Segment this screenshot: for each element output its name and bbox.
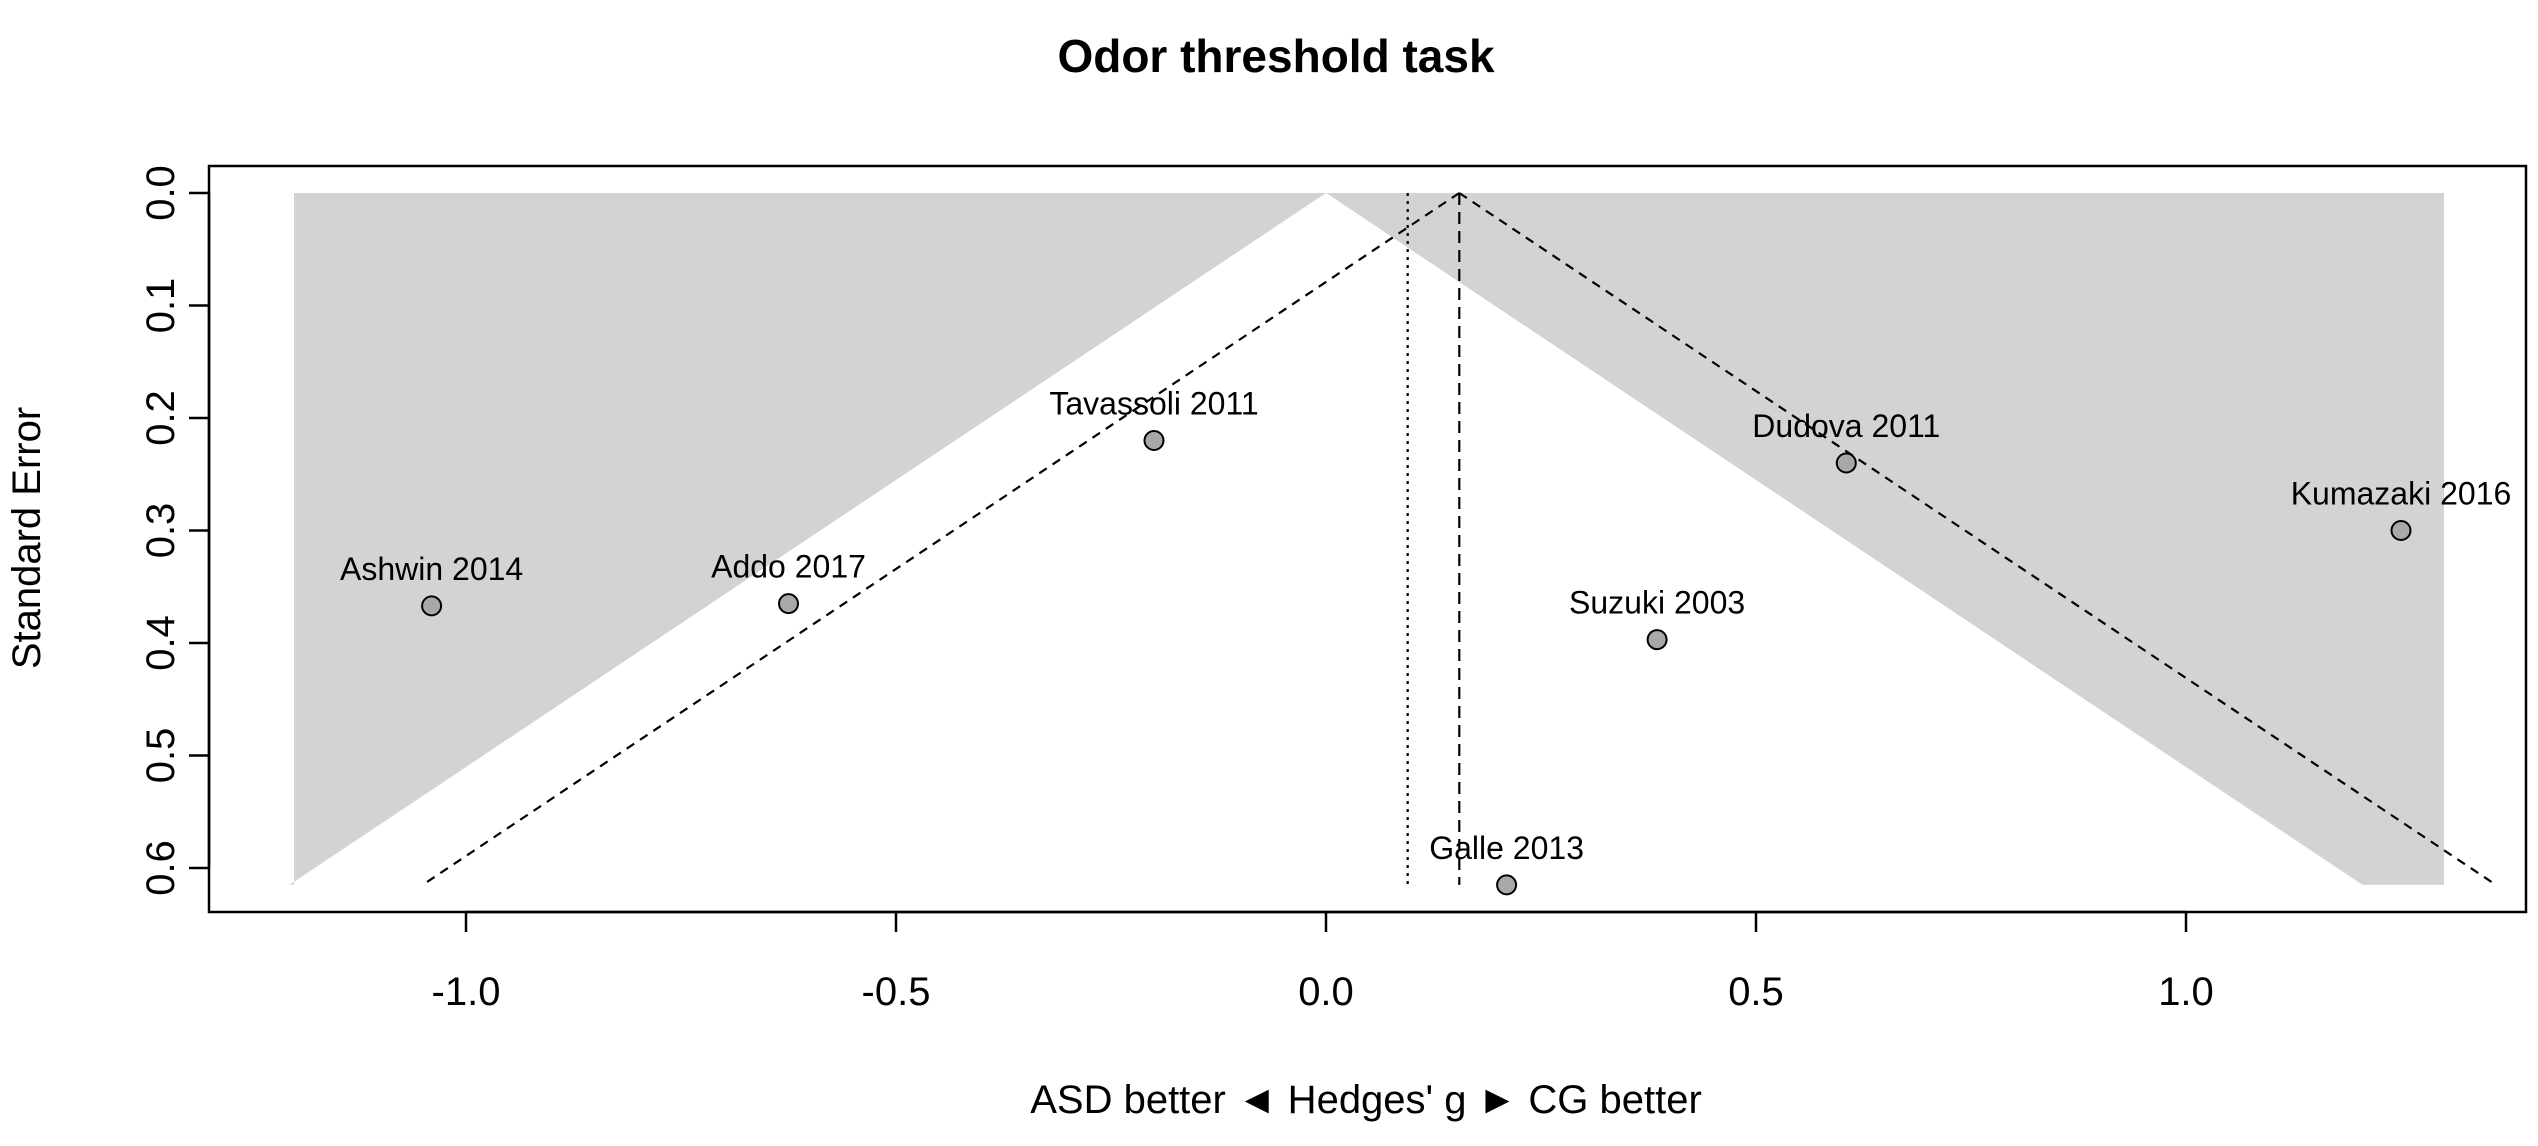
left-significance-region <box>289 193 1327 885</box>
study-point-kumazaki-2016 <box>2390 520 2412 541</box>
y-tick-label: 0.1 <box>139 278 183 334</box>
y-tick-label: 0.5 <box>139 728 183 784</box>
x-tick-label: -0.5 <box>862 970 931 1014</box>
y-tick-label: 0.6 <box>139 840 183 896</box>
y-tick-label: 0.0 <box>139 165 183 221</box>
study-point-dudova-2011 <box>1835 452 1857 474</box>
study-points: Ashwin 2014 Addo 2017 Tavassoli 2011 Galle … <box>340 386 2512 896</box>
y-axis-label: Standard Error <box>5 407 49 669</box>
y-tick-label: 0.3 <box>139 503 183 559</box>
y-tick-label: 0.4 <box>139 615 183 671</box>
significance-regions <box>289 193 2444 885</box>
x-tick-label: 0.5 <box>1728 970 1784 1014</box>
study-label-addo-2017: Addo 2017 <box>711 549 866 585</box>
study-label-suzuki-2003: Suzuki 2003 <box>1569 585 1745 621</box>
y-axis: 0.0 0.1 0.2 0.3 0.4 0.5 0.6 <box>139 165 211 896</box>
study-point-tavassoli-2011 <box>1143 430 1165 451</box>
study-point-ashwin-2014 <box>421 595 443 617</box>
study-label-galle-2013: Galle 2013 <box>1429 830 1584 866</box>
x-axis: -1.0 -0.5 0.0 0.5 1.0 <box>432 910 2214 1014</box>
study-label-kumazaki-2016: Kumazaki 2016 <box>2291 476 2512 512</box>
right-significance-region <box>1326 193 2444 885</box>
x-tick-label: 1.0 <box>2158 970 2214 1014</box>
reference-lines <box>1406 193 1461 885</box>
study-label-dudova-2011: Dudova 2011 <box>1752 408 1940 444</box>
x-axis-label: ASD better ◄ Hedges' g ► CG better <box>1030 1078 1702 1122</box>
chart-title: Odor threshold task <box>1057 30 1494 82</box>
y-tick-label: 0.2 <box>139 390 183 446</box>
study-label-tavassoli-2011: Tavassoli 2011 <box>1049 386 1258 422</box>
study-point-galle-2013 <box>1496 874 1518 896</box>
x-tick-label: 0.0 <box>1298 970 1354 1014</box>
x-tick-label: -1.0 <box>432 970 501 1014</box>
study-label-ashwin-2014: Ashwin 2014 <box>340 551 523 587</box>
study-point-suzuki-2003 <box>1646 629 1668 651</box>
study-point-addo-2017 <box>778 593 799 615</box>
